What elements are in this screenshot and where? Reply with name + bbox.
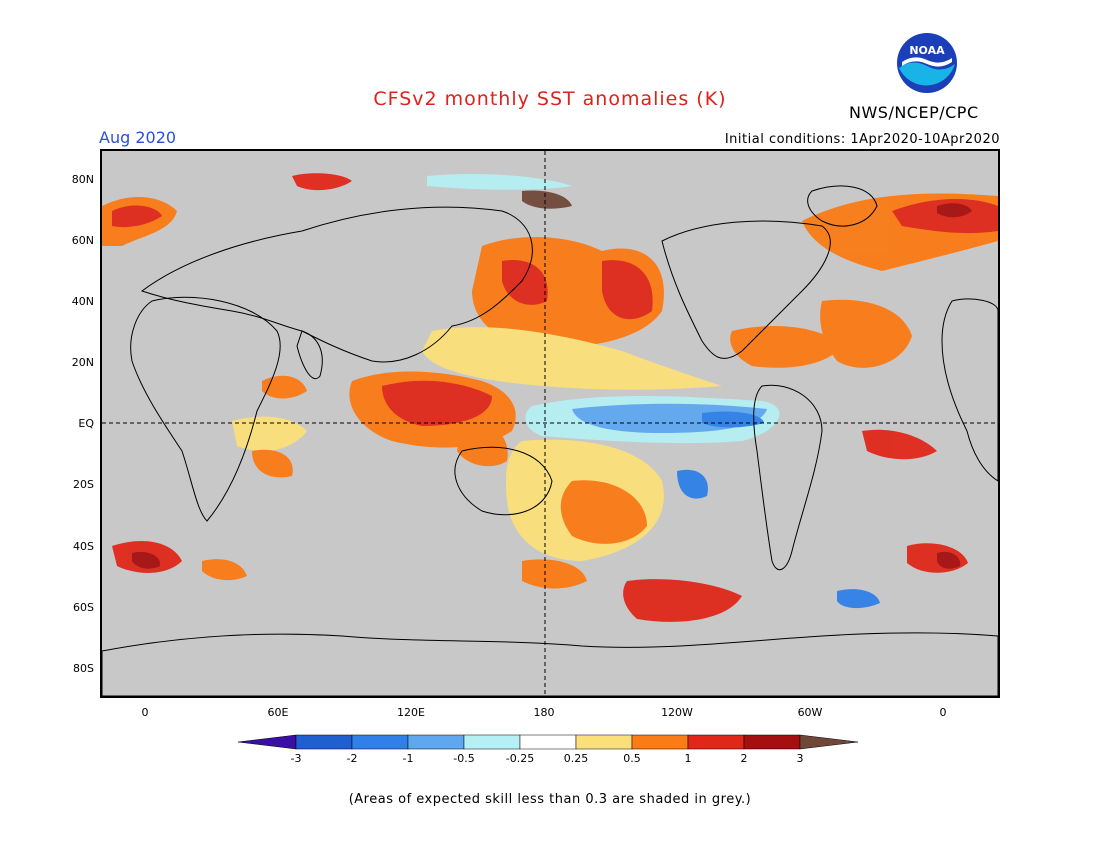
lat-label: 20S bbox=[73, 478, 94, 491]
map-canvas bbox=[102, 151, 998, 696]
colorbar-segment bbox=[687, 734, 745, 750]
colorbar-segment bbox=[463, 734, 521, 750]
colorbar-segment bbox=[519, 734, 577, 750]
colorbar-tick-label: 2 bbox=[740, 752, 748, 765]
colorbar-segment bbox=[575, 734, 633, 750]
lon-label: 120E bbox=[397, 706, 425, 719]
colorbar bbox=[238, 734, 859, 750]
colorbar-tick-label: 0.5 bbox=[623, 752, 641, 765]
colorbar-tick-label: 1 bbox=[684, 752, 692, 765]
lon-label: 0 bbox=[141, 706, 149, 719]
lon-label: 180 bbox=[533, 706, 555, 719]
colorbar-arrow-high bbox=[799, 734, 859, 750]
colorbar-tick-label: -0.5 bbox=[453, 752, 475, 765]
lat-label: 40S bbox=[73, 540, 94, 553]
logo-text: NOAA bbox=[909, 44, 945, 57]
colorbar-segment bbox=[407, 734, 465, 750]
lat-label: 80N bbox=[71, 173, 94, 186]
lat-label: 60S bbox=[73, 601, 94, 614]
colorbar-tick-label: -1 bbox=[402, 752, 414, 765]
colorbar-tick-label: -0.25 bbox=[505, 752, 535, 765]
colorbar-arrow-low bbox=[238, 734, 297, 750]
footnote: (Areas of expected skill less than 0.3 a… bbox=[348, 792, 752, 807]
lon-label: 60W bbox=[797, 706, 823, 719]
lon-label: 60E bbox=[267, 706, 289, 719]
anomaly-field bbox=[102, 173, 998, 622]
lat-label: 60N bbox=[71, 234, 94, 247]
lat-label: 80S bbox=[73, 662, 94, 675]
colorbar-segment bbox=[351, 734, 409, 750]
lon-label: 0 bbox=[939, 706, 947, 719]
colorbar-segment bbox=[631, 734, 689, 750]
colorbar-tick-label: 0.25 bbox=[563, 752, 589, 765]
sst-map bbox=[100, 149, 1000, 698]
lat-label: 20N bbox=[71, 356, 94, 369]
org-label: NWS/NCEP/CPC bbox=[849, 103, 979, 122]
lat-label: 40N bbox=[71, 295, 94, 308]
forecast-month: Aug 2020 bbox=[99, 128, 177, 147]
colorbar-tick-label: 3 bbox=[796, 752, 804, 765]
chart-title: CFSv2 monthly SST anomalies (K) bbox=[373, 88, 727, 110]
noaa-logo: NOAA bbox=[897, 33, 957, 93]
colorbar-tick-label: -2 bbox=[346, 752, 358, 765]
gridlines bbox=[102, 151, 998, 696]
colorbar-segment bbox=[295, 734, 353, 750]
colorbar-segment bbox=[743, 734, 801, 750]
colorbar-tick-label: -3 bbox=[290, 752, 302, 765]
lat-label: EQ bbox=[78, 417, 94, 430]
coastlines bbox=[102, 185, 998, 696]
lon-label: 120W bbox=[661, 706, 693, 719]
initial-conditions: Initial conditions: 1Apr2020-10Apr2020 bbox=[724, 132, 1000, 147]
